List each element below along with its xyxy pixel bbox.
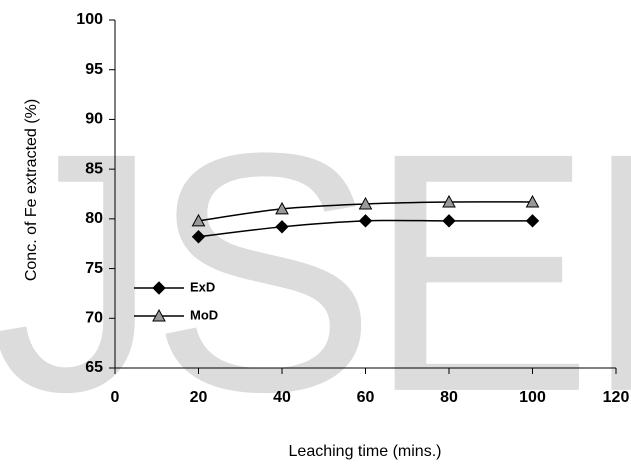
marker-diamond (442, 214, 456, 228)
y-tick-label: 75 (85, 260, 103, 277)
marker-triangle (525, 194, 540, 208)
legend-label: MoD (190, 307, 218, 322)
x-tick-label: 60 (357, 389, 375, 406)
y-tick-label: 90 (85, 111, 103, 128)
watermark: JSER (0, 83, 631, 463)
legend-marker (152, 281, 166, 295)
x-axis-title: Leaching time (mins.) (289, 443, 442, 460)
y-tick-label: 65 (85, 359, 103, 376)
marker-triangle (442, 194, 456, 208)
x-tick-label: 100 (519, 389, 546, 406)
marker-diamond (525, 214, 540, 228)
x-tick-label: 20 (190, 389, 208, 406)
marker-triangle (191, 213, 206, 227)
y-tick-label: 100 (76, 11, 103, 28)
marker-diamond (275, 220, 289, 234)
y-tick-label: 85 (85, 160, 103, 177)
marker-triangle (275, 201, 289, 215)
marker-diamond (358, 214, 373, 228)
marker-diamond (191, 230, 206, 244)
y-tick-label: 95 (85, 61, 103, 78)
legend-marker (152, 308, 166, 322)
x-tick-label: 0 (111, 389, 120, 406)
marker-triangle (358, 196, 373, 210)
x-tick-label: 40 (273, 389, 291, 406)
x-tick-label: 120 (603, 389, 630, 406)
legend-label: ExD (190, 279, 215, 294)
y-axis-title: Conc. of Fe extracted (%) (23, 99, 40, 281)
x-tick-label: 80 (440, 389, 458, 406)
y-tick-label: 80 (85, 210, 103, 227)
y-tick-label: 70 (85, 310, 103, 327)
